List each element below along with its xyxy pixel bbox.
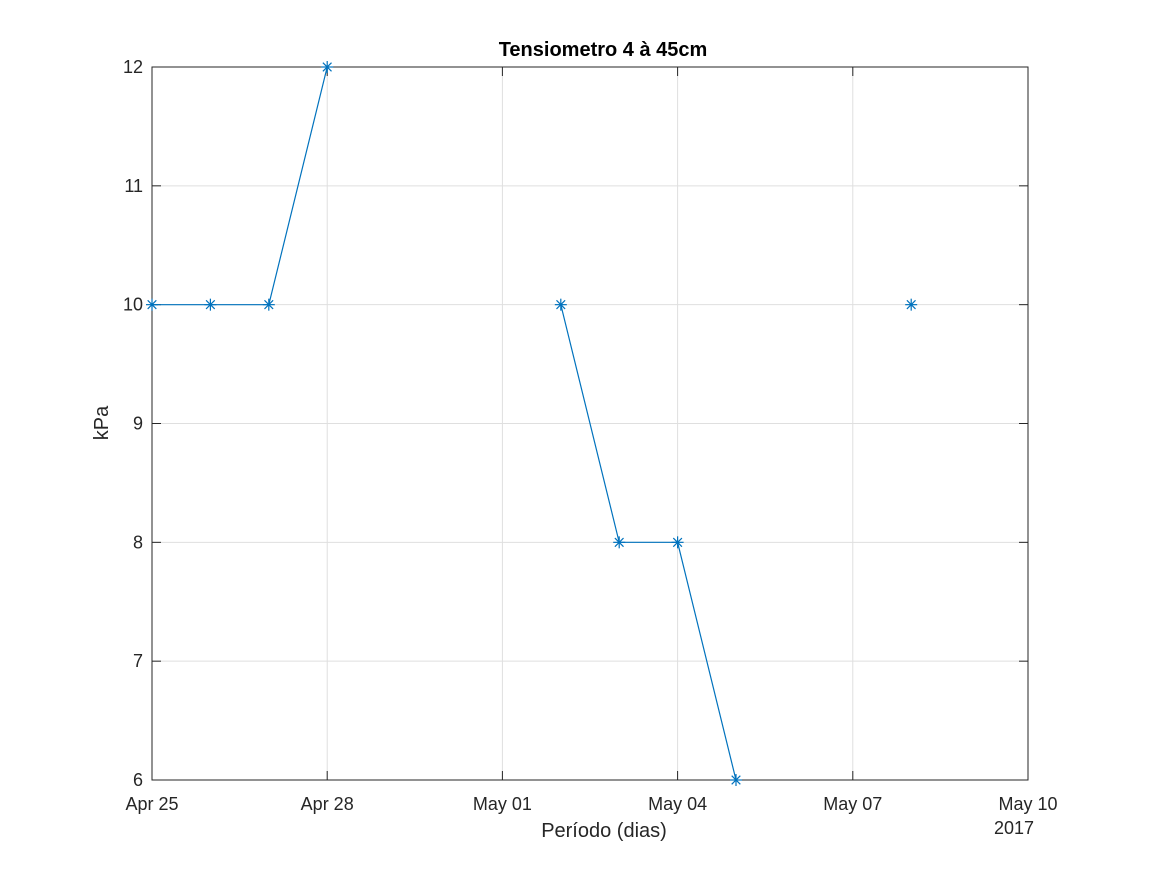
x-tick-label: May 04 — [648, 794, 707, 814]
x-tick-label: May 01 — [473, 794, 532, 814]
y-tick-label: 12 — [123, 57, 143, 77]
x-axis: Apr 25 Apr 28 May 01 May 04 May 07 May 10 — [125, 67, 1058, 814]
series-line — [152, 66, 328, 306]
x-tick-label: May 07 — [823, 794, 882, 814]
data-point-marker — [905, 298, 918, 311]
data-point-marker — [730, 774, 742, 786]
x-tick-label: Apr 25 — [125, 794, 178, 814]
chart-title: Tensiometro 4 à 45cm — [499, 39, 708, 61]
data-point-marker — [146, 298, 158, 311]
y-tick-label: 8 — [133, 532, 143, 552]
series — [146, 61, 918, 786]
data-point-marker — [671, 536, 684, 549]
data-point-marker — [204, 298, 217, 311]
y-axis: 6 7 8 9 10 11 12 — [123, 57, 1028, 790]
x-tick-label: Apr 28 — [301, 794, 354, 814]
x-axis-label: Período (dias) — [541, 820, 667, 842]
y-tick-label: 10 — [123, 295, 143, 315]
y-tick-label: 7 — [133, 651, 143, 671]
y-tick-label: 11 — [124, 176, 143, 196]
data-point-marker — [262, 298, 275, 311]
y-tick-label: 9 — [133, 414, 143, 434]
y-tick-label: 6 — [133, 770, 143, 790]
y-axis-label: kPa — [91, 405, 113, 440]
data-point-marker — [554, 298, 567, 311]
series-line — [560, 304, 737, 781]
data-point-marker — [321, 61, 334, 73]
data-point-marker — [613, 536, 626, 549]
x-tick-label: May 10 — [998, 794, 1057, 814]
x-axis-year-label: 2017 — [994, 818, 1034, 838]
